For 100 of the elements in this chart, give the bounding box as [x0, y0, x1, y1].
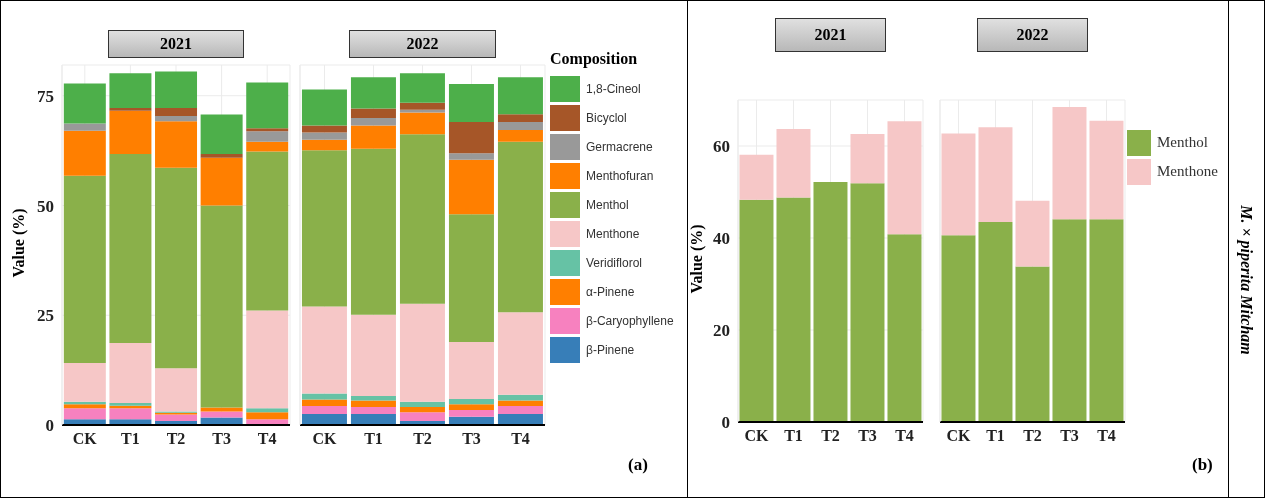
legend-label: Menthol: [1157, 134, 1208, 151]
bar: [200, 205, 243, 408]
chart-title: 2021: [775, 18, 886, 52]
chart-title: 2021: [107, 30, 245, 58]
bar: [301, 132, 347, 140]
bar: [155, 115, 198, 122]
y-tick-label: 75: [37, 86, 54, 106]
bar: [776, 197, 811, 422]
bar: [155, 121, 198, 168]
bar: [63, 175, 106, 364]
bar: [497, 312, 543, 395]
bar: [350, 148, 396, 315]
bar: [497, 406, 543, 415]
chart-title: 2022: [349, 30, 496, 58]
bar: [497, 122, 543, 130]
bar: [200, 411, 243, 418]
bar: [399, 112, 445, 135]
bar: [850, 183, 885, 422]
y-tick-label: 60: [713, 137, 730, 157]
bar: [109, 73, 152, 109]
y-axis-title: Value (%): [688, 223, 706, 294]
x-tick-label: CK: [312, 430, 338, 448]
bar: [497, 114, 543, 123]
bar: [350, 396, 396, 401]
bar: [301, 306, 347, 394]
legend-label: Menthol: [586, 197, 629, 212]
legend-title: Composition: [550, 50, 639, 68]
x-tick-label: T1: [364, 430, 383, 448]
bar: [301, 406, 347, 415]
bar: [776, 128, 811, 198]
bar: [739, 199, 774, 422]
bar: [109, 408, 152, 420]
bar: [63, 83, 106, 124]
bar: [497, 400, 543, 407]
bar: [448, 342, 494, 400]
bar: [850, 134, 885, 184]
bar: [887, 234, 922, 422]
bar: [200, 157, 243, 206]
bar: [350, 77, 396, 109]
y-axis-title: Value (%): [10, 207, 28, 278]
x-tick-label: CK: [744, 427, 770, 445]
x-tick-label: T4: [895, 427, 914, 445]
x-tick-label: T1: [121, 430, 140, 448]
bar: [399, 73, 445, 103]
bar: [63, 130, 106, 176]
bar: [1089, 219, 1124, 422]
bar: [978, 221, 1013, 422]
bar: [399, 412, 445, 422]
bar: [350, 400, 396, 407]
x-tick-label: T2: [1023, 427, 1042, 445]
bar: [448, 399, 494, 405]
legend-label: Veridiflorol: [586, 255, 643, 270]
y-tick-label: 50: [37, 196, 54, 216]
x-tick-label: T2: [821, 427, 840, 445]
bar: [350, 108, 396, 119]
bar: [1015, 200, 1050, 267]
x-tick-label: T3: [1060, 427, 1079, 445]
bar: [350, 314, 396, 397]
bar: [448, 83, 494, 123]
bar: [200, 154, 243, 158]
bar: [497, 129, 543, 142]
bar: [246, 408, 289, 413]
bar: [109, 154, 152, 343]
bar: [399, 303, 445, 402]
bar: [109, 110, 152, 155]
legend-label: Menthone: [586, 226, 640, 241]
bar: [63, 363, 106, 402]
x-tick-label: T2: [166, 430, 186, 448]
x-tick-label: T3: [212, 430, 231, 448]
y2-axis-title: M. × piperita Mitcham: [1237, 205, 1255, 355]
legend-label: Bicyclol: [586, 110, 627, 125]
bar: [301, 139, 347, 151]
x-tick-label: T4: [511, 430, 530, 448]
bar: [887, 121, 922, 235]
x-tick-label: T3: [858, 427, 877, 445]
legend-label: α-Pinene: [586, 284, 635, 299]
bar: [941, 133, 976, 236]
bar: [350, 125, 396, 149]
bar: [301, 393, 347, 400]
bar: [978, 127, 1013, 222]
bar: [399, 401, 445, 407]
bar: [155, 71, 198, 109]
bar: [155, 167, 198, 369]
x-tick-label: CK: [72, 430, 98, 448]
bar: [350, 118, 396, 126]
bar: [246, 412, 289, 420]
bar: [200, 114, 243, 155]
bar: [448, 404, 494, 411]
legend-label: 1,8-Cineol: [586, 81, 641, 96]
bar: [497, 414, 543, 425]
bar: [246, 141, 289, 152]
bar: [109, 108, 152, 111]
x-tick-label: T4: [257, 430, 277, 448]
text: (a): [628, 455, 648, 475]
x-tick-label: T1: [986, 427, 1005, 445]
legend-label: Menthone: [1157, 163, 1218, 180]
legend-label: β-Caryophyllene: [586, 313, 674, 328]
bar: [155, 368, 198, 412]
bar: [301, 89, 347, 126]
legend-label: Germacrene: [586, 139, 653, 154]
